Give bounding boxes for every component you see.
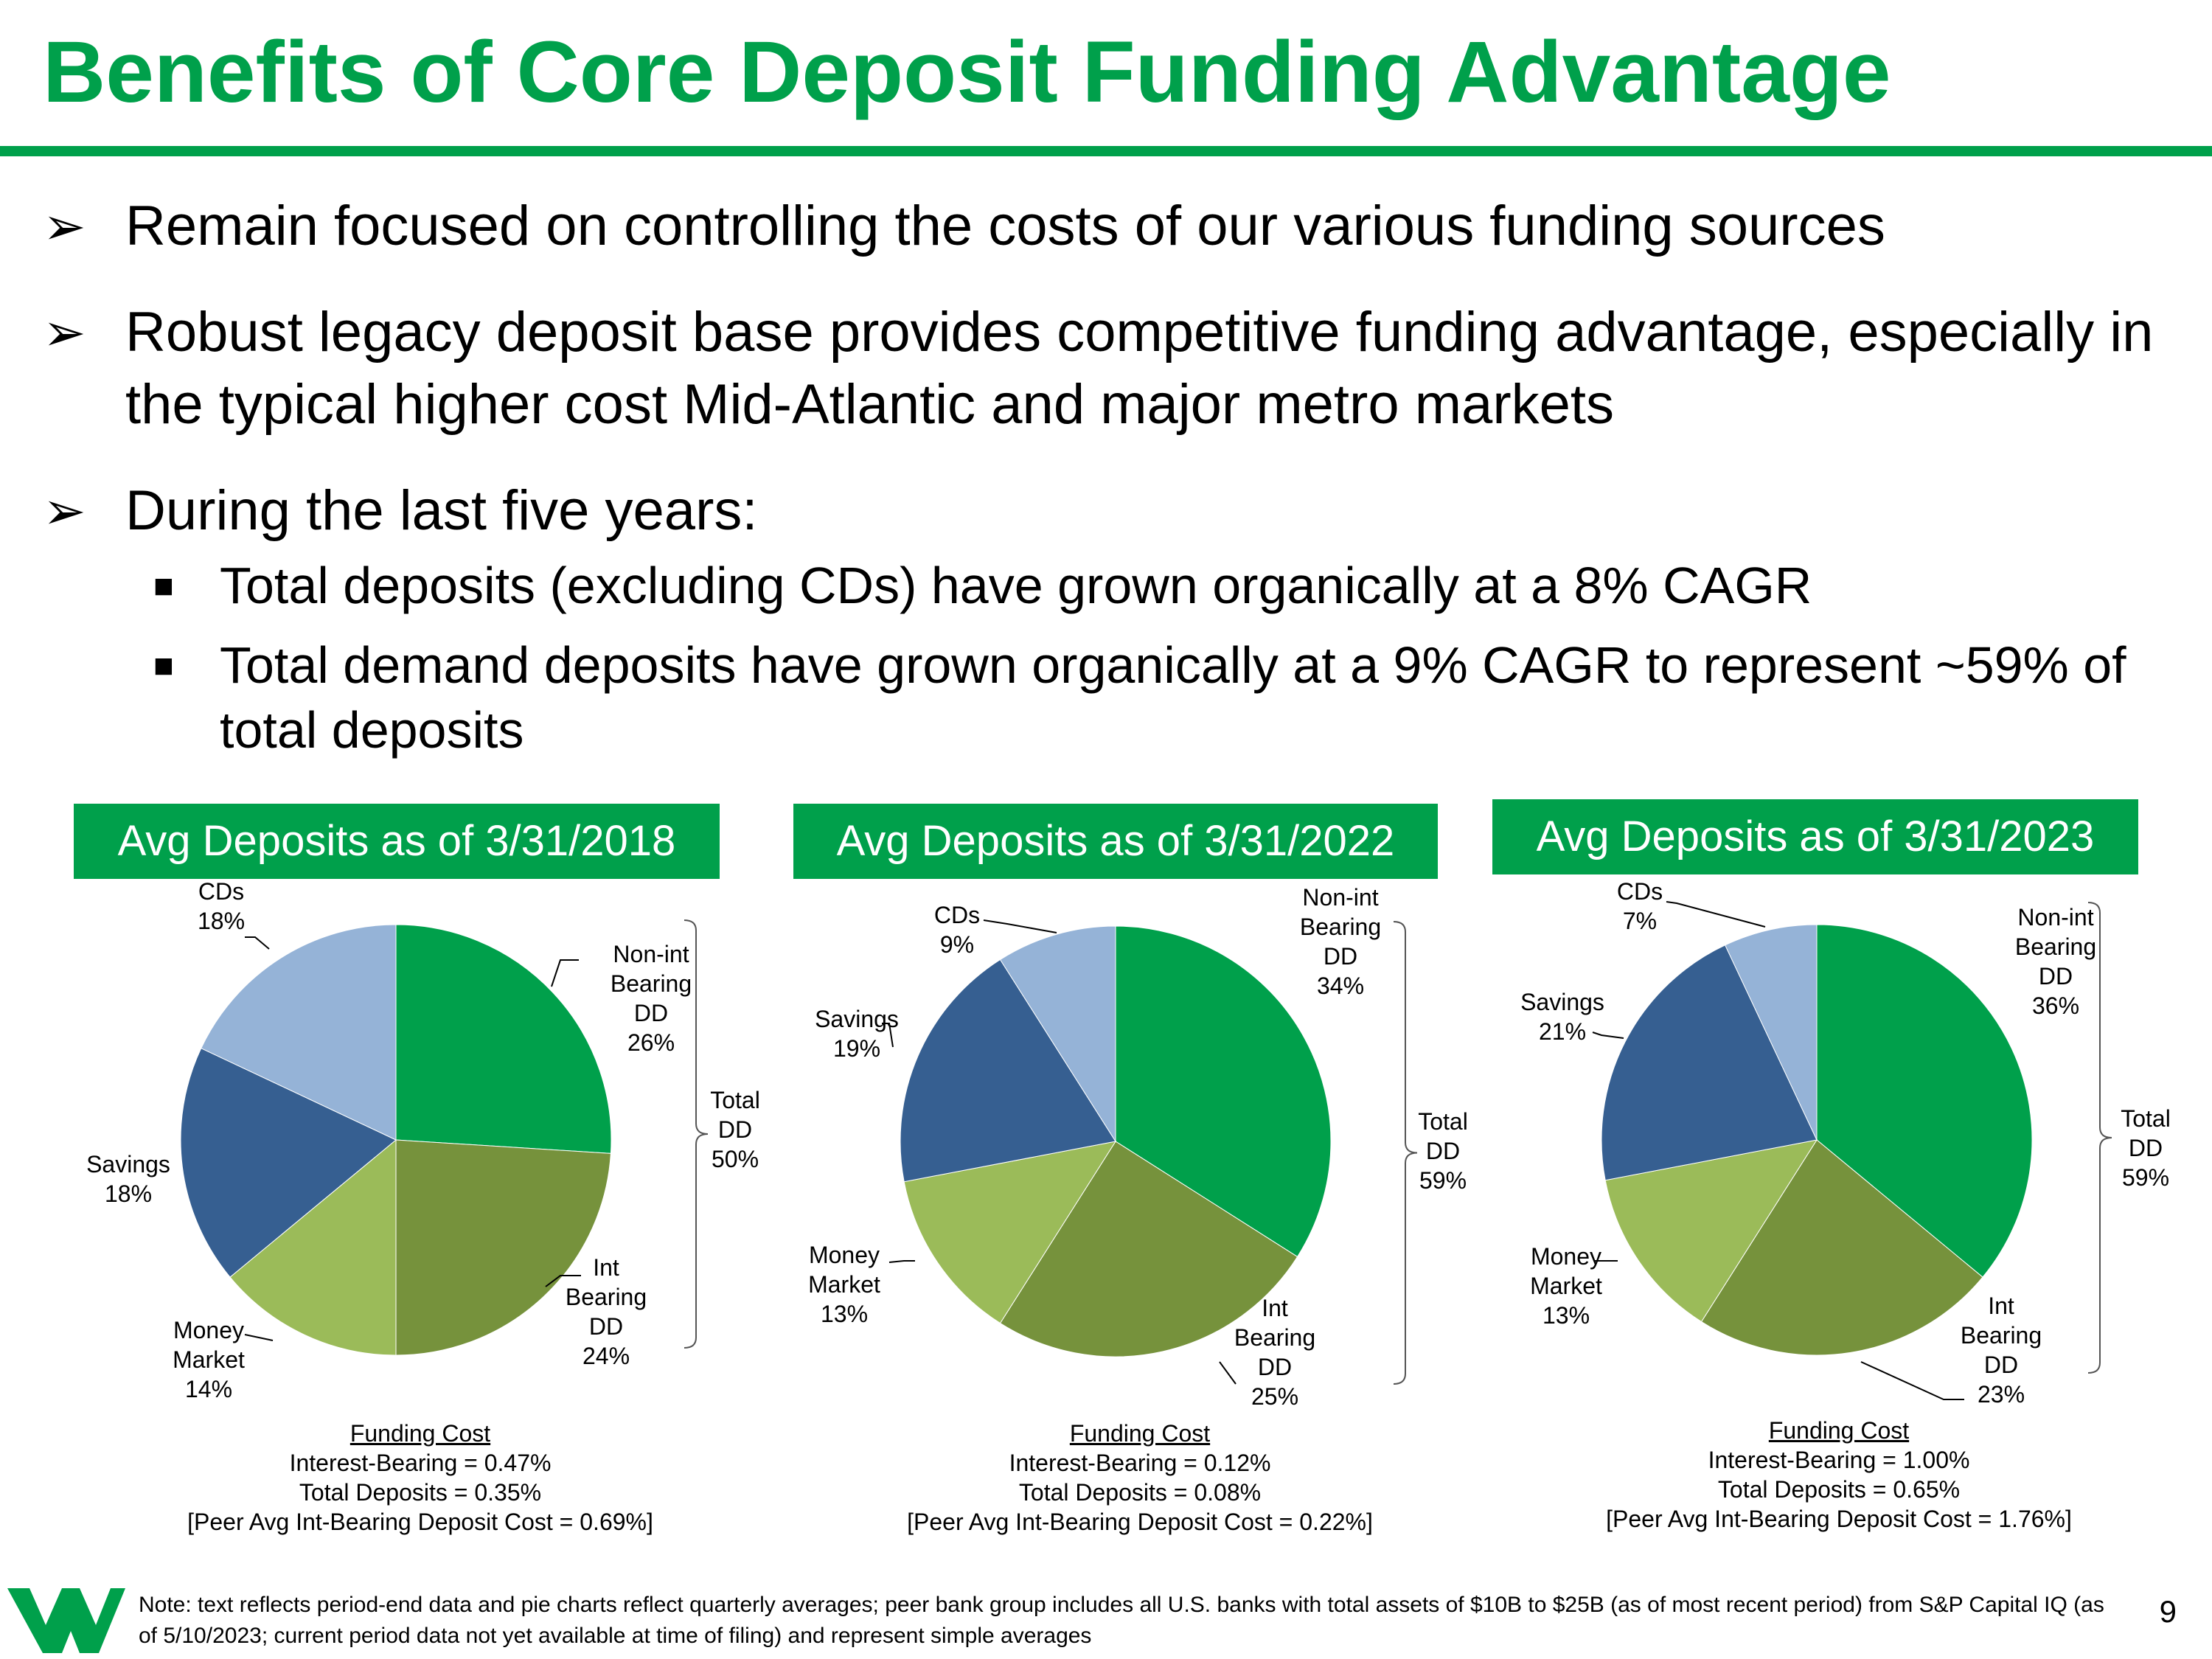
leader-line [1666, 901, 1766, 928]
funding-line: [Peer Avg Int-Bearing Deposit Cost = 0.2… [907, 1509, 1373, 1535]
slice-label-money-market: Money Market 13% [1530, 1243, 1602, 1329]
pie-panel-2023: Avg Deposits as of 3/31/2023 Non-int Bear… [1492, 799, 2185, 1556]
bullet-text: Remain focused on controlling the costs … [125, 195, 1885, 257]
arrow-bullet-icon: ➢ [43, 482, 86, 540]
slice-label-non-int-bearing-dd: Non-int Bearing DD 26% [611, 941, 692, 1056]
slice-label-int-bearing-dd: Int Bearing DD 25% [1234, 1295, 1315, 1410]
leader-line [551, 959, 579, 987]
slice-label-savings: Savings 18% [86, 1151, 170, 1207]
pie-slice-non-int-bearing-dd [1115, 925, 1332, 1258]
leader-line [888, 1260, 915, 1263]
slice-label-non-int-bearing-dd: Non-int Bearing DD 36% [2015, 904, 2096, 1019]
total-dd-label: Total DD 59% [2121, 1105, 2171, 1191]
chart-header: Avg Deposits as of 3/31/2022 [793, 804, 1438, 879]
chart-header: Avg Deposits as of 3/31/2018 [74, 804, 720, 879]
footnote: Note: text reflects period-end data and … [139, 1593, 2104, 1648]
sub-bullet-text: Total demand deposits have grown organic… [220, 636, 2126, 759]
sub-bullet-item: ■ Total deposits (excluding CDs) have gr… [43, 553, 2181, 618]
pie-chart-2022: Non-int Bearing DD 34% Int Bearing DD 25% Money M… [808, 884, 1468, 1410]
total-dd-label: Total DD 59% [1418, 1108, 1468, 1194]
pie-slice-savings [180, 1048, 397, 1278]
bullet-item: ➢ During the last five years: [43, 475, 2181, 547]
total-dd-bracket [684, 919, 709, 1349]
slice-label-savings: Savings 21% [1520, 989, 1604, 1045]
funding-line: Total Deposits = 0.65% [1717, 1476, 1961, 1503]
pie-slice-int-bearing-dd [1700, 1139, 1983, 1356]
pie-chart-2018: Non-int Bearing DD 26% Int Bearing DD 24% Money M… [86, 878, 760, 1402]
funding-line: [Peer Avg Int-Bearing Deposit Cost = 1.7… [1606, 1506, 2072, 1532]
webster-w-logo-icon [7, 1588, 125, 1653]
funding-line: Total Deposits = 0.35% [299, 1479, 542, 1506]
slice-label-money-market: Money Market 14% [173, 1317, 245, 1402]
pie-panel-2022: Avg Deposits as of 3/31/2022 Non-int Bear… [793, 804, 1486, 1556]
funding-line: Interest-Bearing = 1.00% [1708, 1447, 1970, 1473]
slice-label-money-market: Money Market 13% [808, 1242, 880, 1327]
leader-line [245, 936, 270, 950]
funding-cost-block: Funding Cost Interest-Bearing = 0.47% To… [74, 1419, 767, 1537]
funding-line: Interest-Bearing = 0.12% [1009, 1450, 1271, 1476]
funding-line: [Peer Avg Int-Bearing Deposit Cost = 0.6… [187, 1509, 653, 1535]
slice-label-cds: CDs 18% [198, 878, 245, 934]
pie-slice-cds [1725, 924, 1818, 1141]
total-dd-bracket [1393, 921, 1418, 1385]
pie-slice-savings [1601, 945, 1818, 1181]
funding-line: Total Deposits = 0.08% [1018, 1479, 1262, 1506]
arrow-bullet-icon: ➢ [43, 304, 86, 361]
bullet-list: ➢ Remain focused on controlling the cost… [43, 190, 2181, 777]
pie-slice-non-int-bearing-dd [1816, 924, 2033, 1278]
chart-header: Avg Deposits as of 3/31/2023 [1492, 799, 2138, 874]
bullet-item: ➢ Remain focused on controlling the cost… [43, 190, 2181, 262]
pie-slice-money-market [229, 1138, 397, 1356]
pie-slice-cds [201, 924, 397, 1141]
slice-label-int-bearing-dd: Int Bearing DD 24% [566, 1254, 647, 1369]
leader-line [882, 1023, 894, 1048]
pie-slice-int-bearing-dd [395, 1139, 611, 1356]
leader-line [983, 919, 1057, 933]
leader-line [545, 1275, 581, 1287]
funding-cost-block: Funding Cost Interest-Bearing = 1.00% To… [1492, 1416, 2185, 1534]
page-number: 9 [2159, 1594, 2177, 1629]
slice-label-int-bearing-dd: Int Bearing DD 23% [1961, 1293, 2042, 1408]
sub-bullet-item: ■ Total demand deposits have grown organ… [43, 633, 2181, 762]
leader-line [1219, 1361, 1237, 1385]
pie-slice-int-bearing-dd [999, 1141, 1298, 1357]
pie-slice-non-int-bearing-dd [395, 924, 612, 1154]
funding-line: Interest-Bearing = 0.47% [289, 1450, 552, 1476]
funding-cost-block: Funding Cost Interest-Bearing = 0.12% To… [793, 1419, 1486, 1537]
bullet-text: During the last five years: [125, 479, 758, 542]
sub-bullet-text: Total deposits (excluding CDs) have grow… [220, 557, 1812, 614]
leader-line [1592, 1032, 1624, 1039]
pie-slice-money-market [903, 1141, 1117, 1324]
bullet-item: ➢ Robust legacy deposit base provides co… [43, 296, 2181, 441]
pie-chart-2023: Non-int Bearing DD 36% Int Bearing DD 23% Money M… [1520, 878, 2171, 1408]
pie-slice-money-market [1604, 1139, 1818, 1323]
pie-slice-cds [999, 925, 1116, 1143]
funding-cost-title: Funding Cost [1069, 1420, 1211, 1447]
pie-slice-savings [900, 959, 1116, 1183]
title-divider [0, 146, 2212, 156]
arrow-bullet-icon: ➢ [43, 198, 86, 255]
slice-label-cds: CDs 9% [934, 902, 980, 958]
square-bullet-icon: ■ [153, 566, 174, 605]
slice-label-savings: Savings 19% [815, 1006, 899, 1062]
page-title: Benefits of Core Deposit Funding Advanta… [43, 24, 1891, 121]
funding-cost-title: Funding Cost [1768, 1417, 1910, 1444]
square-bullet-icon: ■ [153, 646, 174, 684]
slice-label-cds: CDs 7% [1617, 878, 1663, 934]
slice-label-non-int-bearing-dd: Non-int Bearing DD 34% [1300, 884, 1381, 999]
leader-line [244, 1334, 274, 1341]
leader-line [1860, 1361, 1964, 1400]
total-dd-bracket [2087, 902, 2112, 1374]
total-dd-label: Total DD 50% [710, 1087, 760, 1172]
pie-panel-2018: Avg Deposits as of 3/31/2018 Non-int Bear… [74, 804, 767, 1556]
funding-cost-title: Funding Cost [349, 1420, 491, 1447]
bullet-text: Robust legacy deposit base provides comp… [125, 301, 2154, 436]
